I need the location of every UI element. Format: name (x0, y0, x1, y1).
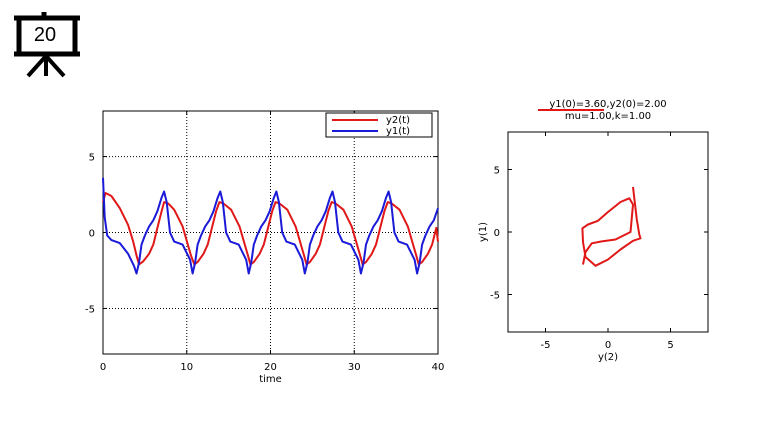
y-axis-label: y(1) (478, 222, 489, 242)
y-tick-label: 5 (89, 153, 95, 164)
series-line-y1t (102, 177, 439, 275)
y-tick-label: 0 (89, 229, 95, 240)
legend-box (325, 112, 433, 138)
x-tick-label: 0 (605, 340, 611, 351)
series-line-y2t (102, 192, 439, 266)
x-tick-label: 0 (100, 362, 106, 373)
y-tick-label: 0 (494, 228, 500, 239)
chart-subtitle: mu=1.00,k=1.00 (565, 111, 651, 122)
x-tick-label: 20 (264, 362, 277, 373)
x-axis-label: time (259, 374, 282, 385)
legend-label-1: y1(t) (386, 126, 410, 137)
x-tick-label: 10 (180, 362, 193, 373)
y-tick-label: -5 (85, 304, 95, 315)
x-tick-label: 30 (348, 362, 361, 373)
x-tick-label: 40 (432, 362, 445, 373)
presentation-screen-icon (14, 12, 80, 78)
series-line-1-0 (581, 186, 642, 267)
x-tick-label: -5 (541, 340, 551, 351)
legend-label-0: y2(t) (386, 115, 410, 126)
chart-title: y1(0)=3.60,y2(0)=2.00 (549, 99, 666, 110)
slide-number: 20 (33, 24, 57, 46)
plot-frame-2 (507, 131, 709, 333)
x-tick-label: 5 (667, 340, 673, 351)
y-tick-label: -5 (490, 291, 500, 302)
x-axis-label: y(2) (598, 352, 618, 363)
y-tick-label: 5 (494, 166, 500, 177)
